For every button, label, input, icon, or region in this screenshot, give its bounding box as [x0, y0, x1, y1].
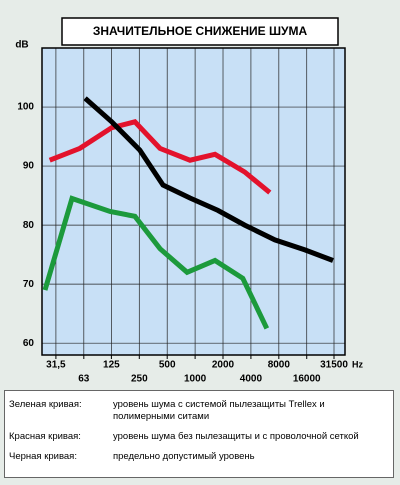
legend-description: уровень шума без пылезащиты и с проволоч… [113, 431, 359, 442]
x-tick-label: 500 [159, 360, 176, 371]
x-tick-label: 4000 [240, 374, 263, 385]
plot-border [41, 47, 346, 356]
x-tick-label: 31500 [320, 360, 348, 371]
y-tick-label: 80 [23, 220, 35, 231]
legend-description: предельно допустимый уровень [113, 451, 255, 462]
y-tick-label: 70 [23, 279, 35, 290]
x-tick-label: 8000 [268, 360, 291, 371]
legend-label: Зеленая кривая: [9, 399, 82, 410]
chart: ЗНАЧИТЕЛЬНОЕ СНИЖЕНИЕ ШУМА dB Hz 60 70 80 9… [15, 17, 363, 385]
x-tick-label: 2000 [212, 360, 235, 371]
legend-entry: Черная кривая: предельно допустимый урове… [9, 451, 389, 463]
legend-label: Черная кривая: [9, 451, 77, 462]
legend-description: уровень шума с системой пылезащиты Trell… [113, 399, 325, 422]
legend-label: Красная кривая: [9, 431, 81, 442]
y-tick-label: 90 [23, 161, 35, 172]
x-tick-label: 250 [131, 374, 148, 385]
x-tick-label: 125 [103, 360, 120, 371]
x-tick-label: 1000 [184, 374, 207, 385]
chart-title: ЗНАЧИТЕЛЬНОЕ СНИЖЕНИЕ ШУМА [93, 24, 308, 38]
y-tick-label: 100 [17, 102, 34, 113]
x-tick-label: 16000 [293, 374, 321, 385]
y-tick-label: 60 [23, 338, 35, 349]
line [42, 195, 270, 330]
line [48, 119, 272, 195]
legend-entry: Красная кривая: уровень шума без пылезащи… [9, 431, 389, 443]
legend: Зеленая кривая: уровень шума с системой п… [4, 390, 394, 478]
y-axis-label: dB [15, 40, 28, 51]
line [83, 96, 334, 263]
legend-entry: Зеленая кривая: уровень шума с системой п… [9, 399, 389, 423]
title-box [61, 17, 339, 46]
x-axis-label: Hz [352, 359, 363, 369]
x-tick-label: 63 [78, 374, 90, 385]
x-tick-label: 31,5 [46, 360, 66, 371]
